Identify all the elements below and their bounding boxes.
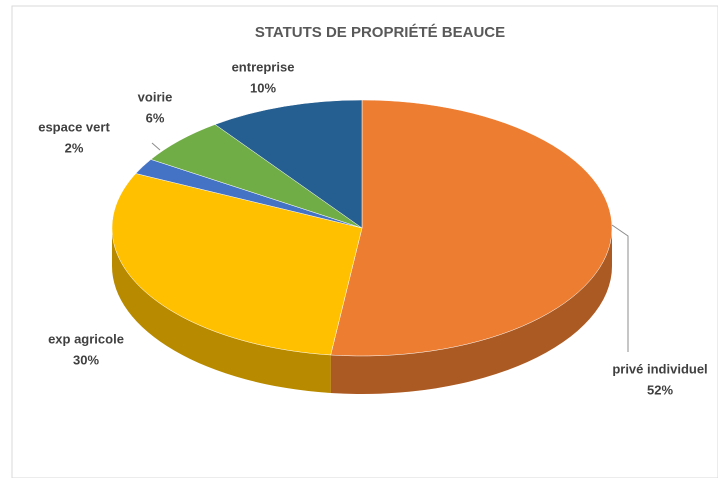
slice xyxy=(330,99,613,357)
slice xyxy=(111,173,363,356)
slice-label: espace vert xyxy=(38,119,110,134)
slice-label: voirie xyxy=(138,89,173,104)
slice-side-shade xyxy=(330,228,613,394)
value-label: 52% xyxy=(647,382,673,397)
leader-line xyxy=(151,142,161,151)
slice xyxy=(214,99,363,229)
slice-label: exp agricole xyxy=(48,331,124,346)
slice-label: privé individuel xyxy=(612,361,707,376)
chart-title: STATUTS DE PROPRIÉTÉ BEAUCE xyxy=(255,24,505,41)
value-label: 30% xyxy=(73,352,99,367)
slice-side xyxy=(330,228,613,394)
leader-lines xyxy=(151,142,629,352)
leader-line xyxy=(611,224,629,352)
slice-side xyxy=(112,228,331,393)
slice-side-shade xyxy=(112,228,331,393)
value-label: 2% xyxy=(65,140,84,155)
slice-label: entreprise xyxy=(232,59,295,74)
value-label: 10% xyxy=(250,80,276,95)
value-label: 6% xyxy=(146,110,165,125)
